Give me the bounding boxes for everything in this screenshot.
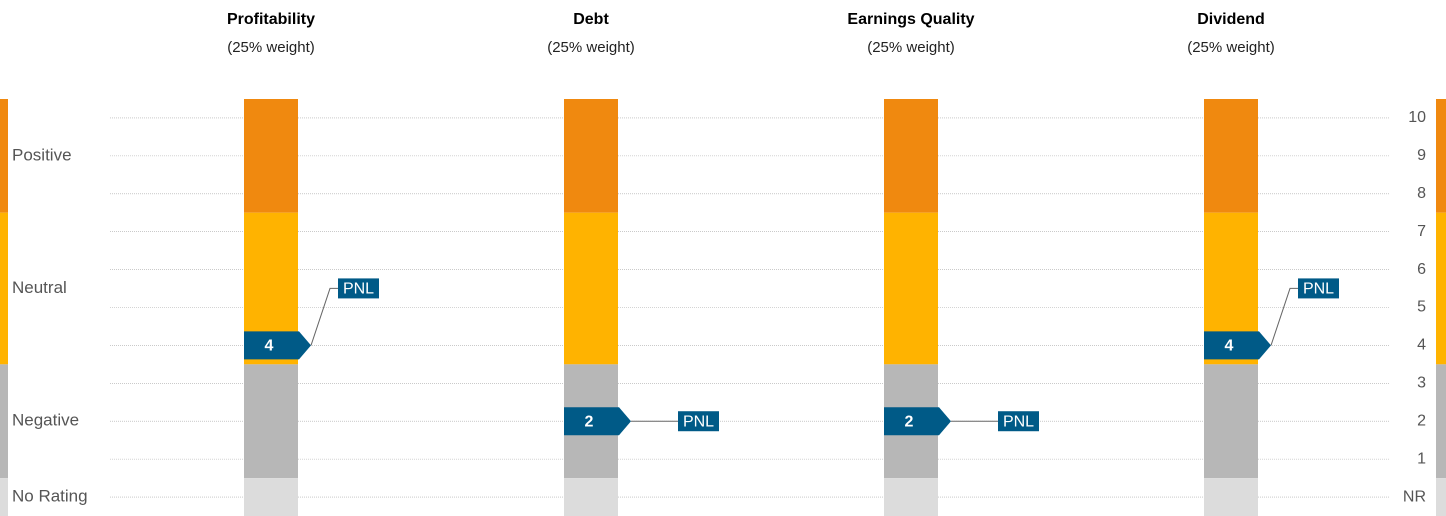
callout-label: PNL [683, 413, 714, 430]
score-marker [564, 407, 631, 436]
rating-band [244, 478, 298, 516]
column-subtitle: (25% weight) [547, 39, 635, 56]
band-strip [0, 478, 8, 516]
band-label: Negative [12, 411, 79, 430]
y-tick-label: NR [1403, 488, 1426, 505]
callout-label: PNL [1303, 281, 1334, 298]
band-label: Positive [12, 145, 72, 164]
band-label: Neutral [12, 278, 67, 297]
rating-band [1204, 99, 1258, 213]
callout-box [678, 411, 719, 432]
column-title: Profitability [227, 11, 315, 28]
y-tick-label: 9 [1417, 147, 1426, 164]
callout: PNL [631, 411, 719, 432]
callout-line [1270, 287, 1298, 346]
score-label: 2 [905, 413, 914, 430]
callout-line [310, 287, 338, 346]
column-title: Debt [573, 11, 609, 28]
score-label: 2 [585, 413, 594, 430]
y-tick-label: 4 [1417, 337, 1426, 354]
band-strip [1436, 364, 1446, 479]
band-strip [0, 212, 8, 365]
y-tick-label: 3 [1417, 375, 1426, 392]
band-strip [0, 99, 8, 213]
y-tick-label: 10 [1408, 109, 1426, 126]
column-title: Earnings Quality [847, 11, 974, 28]
callout-box [998, 411, 1039, 432]
callout: PNL [1270, 278, 1339, 346]
column-subtitle: (25% weight) [867, 39, 955, 56]
rating-band [244, 364, 298, 479]
callout-label: PNL [343, 281, 374, 298]
rating-band [244, 99, 298, 213]
y-tick-label: 8 [1417, 185, 1426, 202]
score-label: 4 [1225, 338, 1234, 355]
rating-band [1204, 478, 1258, 516]
rating-band [884, 212, 938, 365]
band-strip [0, 364, 8, 479]
rating-band [884, 478, 938, 516]
column-title: Dividend [1197, 11, 1265, 28]
band-strip [1436, 478, 1446, 516]
callout-label: PNL [1003, 413, 1034, 430]
y-tick-label: 2 [1417, 412, 1426, 429]
y-tick-label: 5 [1417, 299, 1426, 316]
score-label: 4 [265, 338, 274, 355]
band-strip [1436, 212, 1446, 365]
rating-band [564, 478, 618, 516]
y-tick-label: 6 [1417, 261, 1426, 278]
band-label: No Rating [12, 487, 88, 506]
y-tick-label: 1 [1417, 450, 1426, 467]
rating-band [564, 212, 618, 365]
column-subtitle: (25% weight) [1187, 39, 1275, 56]
rating-band [884, 99, 938, 213]
score-marker [244, 331, 311, 360]
band-strip [1436, 99, 1446, 213]
rating-band [564, 99, 618, 213]
y-tick-label: 7 [1417, 223, 1426, 240]
score-marker [1204, 331, 1271, 360]
callout-box [1298, 278, 1339, 299]
score-marker [884, 407, 951, 436]
rating-band [1204, 364, 1258, 479]
callout-box [338, 278, 379, 299]
callout: PNL [951, 411, 1039, 432]
column-subtitle: (25% weight) [227, 39, 315, 56]
callout: PNL [310, 278, 379, 346]
